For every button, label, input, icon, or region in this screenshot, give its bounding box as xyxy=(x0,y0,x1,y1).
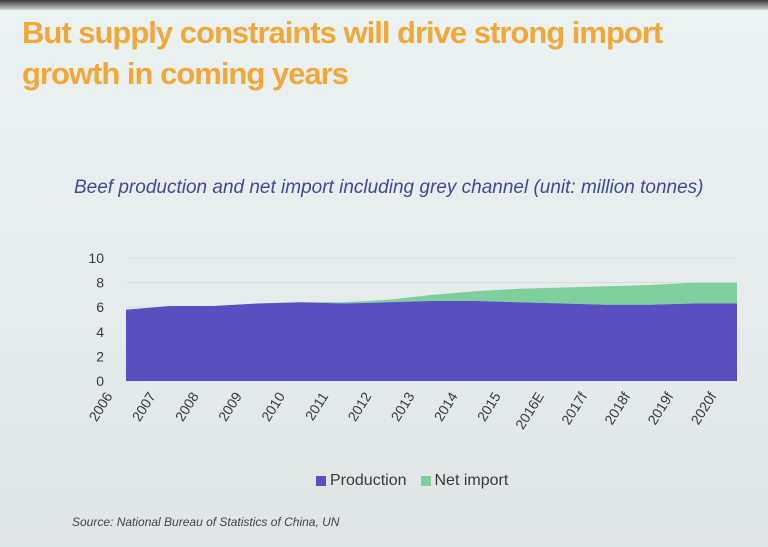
x-tick-label: 2013 xyxy=(387,389,417,424)
x-tick-label: 2016E xyxy=(512,389,547,432)
x-tick-label: 2017f xyxy=(558,389,590,427)
x-tick-label: 2012 xyxy=(344,389,374,424)
series-area-net-import xyxy=(126,282,737,310)
source-note: Source: National Bureau of Statistics of… xyxy=(72,515,340,529)
x-tick-label: 2020f xyxy=(687,389,719,427)
chart-title: Beef production and net import including… xyxy=(74,177,704,198)
x-tick-label: 2006 xyxy=(85,389,115,424)
x-tick-label: 2007 xyxy=(129,389,159,424)
x-tick-label: 2018f xyxy=(601,389,633,427)
y-tick-label: 2 xyxy=(96,348,104,364)
y-tick-label: 6 xyxy=(96,299,104,315)
legend-item-net-import: Net import xyxy=(420,472,509,490)
legend-label-net-import: Net import xyxy=(434,472,509,489)
chart-legend: Production Net import xyxy=(316,472,522,490)
y-tick-label: 8 xyxy=(96,275,104,291)
x-tick-label: 2015 xyxy=(474,389,504,424)
x-tick-label: 2008 xyxy=(172,389,202,424)
legend-swatch-net-import xyxy=(420,476,431,486)
x-axis-ticks: 2006 2007 2008 2009 2010 2011 2012 2013 2014 2015… xyxy=(85,389,719,432)
y-tick-label: 10 xyxy=(88,250,104,266)
x-tick-label: 2009 xyxy=(215,389,245,424)
series-area-production xyxy=(126,301,737,381)
legend-swatch-production xyxy=(316,476,326,486)
slide-title: But supply constraints will drive strong… xyxy=(22,15,663,91)
legend-label-production: Production xyxy=(330,472,407,489)
y-tick-label: 0 xyxy=(96,373,104,389)
x-tick-label: 2014 xyxy=(431,389,461,424)
y-axis-ticks: 10 8 6 4 2 0 xyxy=(88,250,104,389)
projector-top-bar xyxy=(0,0,768,10)
legend-item-production: Production xyxy=(316,472,407,490)
x-tick-label: 2011 xyxy=(302,389,332,423)
y-tick-label: 4 xyxy=(96,324,104,340)
x-tick-label: 2010 xyxy=(258,389,288,424)
x-tick-label: 2019f xyxy=(644,389,676,427)
